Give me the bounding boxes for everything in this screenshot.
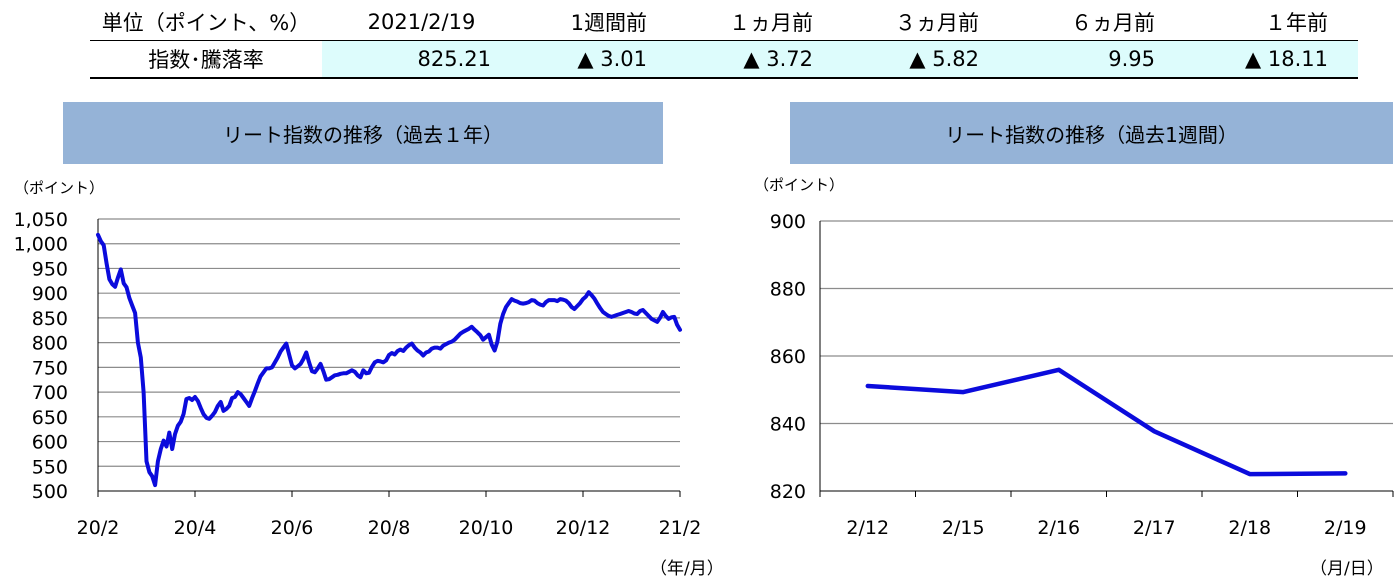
month6-header: ６ヵ月前 xyxy=(1009,4,1185,41)
month1-change: ▲ 3.72 xyxy=(677,40,843,79)
chart-title-year: リート指数の推移（過去１年） xyxy=(63,102,663,164)
year-chart-ylabel: （ポイント） xyxy=(14,179,104,197)
y-tick-label: 900 xyxy=(770,211,806,233)
y-tick-label: 600 xyxy=(32,432,68,454)
x-tick-label: 20/8 xyxy=(368,517,411,539)
y-tick-label: 840 xyxy=(770,414,806,436)
x-category-label: 2/12 xyxy=(846,517,889,539)
y-tick-label: 1,000 xyxy=(14,234,68,256)
week-header: 1週間前 xyxy=(521,4,677,41)
year-chart-xlabel: （年/月） xyxy=(650,559,724,579)
series-line-year xyxy=(96,232,682,488)
x-category-label: 2/17 xyxy=(1133,517,1176,539)
unit-header: 単位（ポイント、%） xyxy=(90,4,322,41)
row-label: 指数･騰落率 xyxy=(90,40,322,79)
month1-header: １ヵ月前 xyxy=(677,4,843,41)
y-tick-label: 860 xyxy=(770,346,806,368)
x-tick-label: 20/12 xyxy=(556,517,611,539)
y-tick-label: 800 xyxy=(32,333,68,355)
week-chart-xlabel: （月/日） xyxy=(1310,559,1384,579)
index-value: 825.21 xyxy=(322,40,521,79)
x-tick-label: 20/4 xyxy=(174,517,217,539)
summary-header-row: 単位（ポイント、%） 2021/2/19 1週間前 １ヵ月前 ３ヵ月前 ６ヵ月前… xyxy=(90,4,1358,41)
year1-change: ▲ 18.11 xyxy=(1185,40,1358,79)
month3-change: ▲ 5.82 xyxy=(843,40,1009,79)
y-tick-label: 500 xyxy=(32,481,68,503)
x-tick-label: 20/2 xyxy=(77,517,120,539)
y-tick-label: 820 xyxy=(770,481,806,503)
month6-change: 9.95 xyxy=(1009,40,1185,79)
x-category-label: 2/19 xyxy=(1324,517,1367,539)
date-header: 2021/2/19 xyxy=(322,4,521,41)
x-category-label: 2/18 xyxy=(1228,517,1271,539)
y-tick-label: 1,050 xyxy=(14,209,68,231)
summary-table: 単位（ポイント、%） 2021/2/19 1週間前 １ヵ月前 ３ヵ月前 ６ヵ月前… xyxy=(90,4,1358,79)
week-chart-ylabel: （ポイント） xyxy=(754,176,844,194)
year1-header: １年前 xyxy=(1185,4,1358,41)
x-tick-label: 21/2 xyxy=(659,517,702,539)
chart-title-week: リート指数の推移（過去1週間） xyxy=(790,102,1393,164)
x-tick-label: 20/10 xyxy=(459,517,514,539)
summary-value-row: 指数･騰落率 825.21 ▲ 3.01 ▲ 3.72 ▲ 5.82 9.95 … xyxy=(90,40,1358,79)
y-tick-label: 750 xyxy=(32,357,68,379)
week-change: ▲ 3.01 xyxy=(521,40,677,79)
x-tick-label: 20/6 xyxy=(271,517,314,539)
y-tick-label: 650 xyxy=(32,407,68,429)
y-tick-label: 700 xyxy=(32,382,68,404)
y-tick-label: 900 xyxy=(32,283,68,305)
x-category-label: 2/16 xyxy=(1037,517,1080,539)
y-tick-label: 850 xyxy=(32,308,68,330)
y-tick-label: 950 xyxy=(32,258,68,280)
series-line-week xyxy=(865,367,1348,477)
x-category-label: 2/15 xyxy=(942,517,985,539)
y-tick-label: 550 xyxy=(32,456,68,478)
month3-header: ３ヵ月前 xyxy=(843,4,1009,41)
y-tick-label: 880 xyxy=(770,279,806,301)
